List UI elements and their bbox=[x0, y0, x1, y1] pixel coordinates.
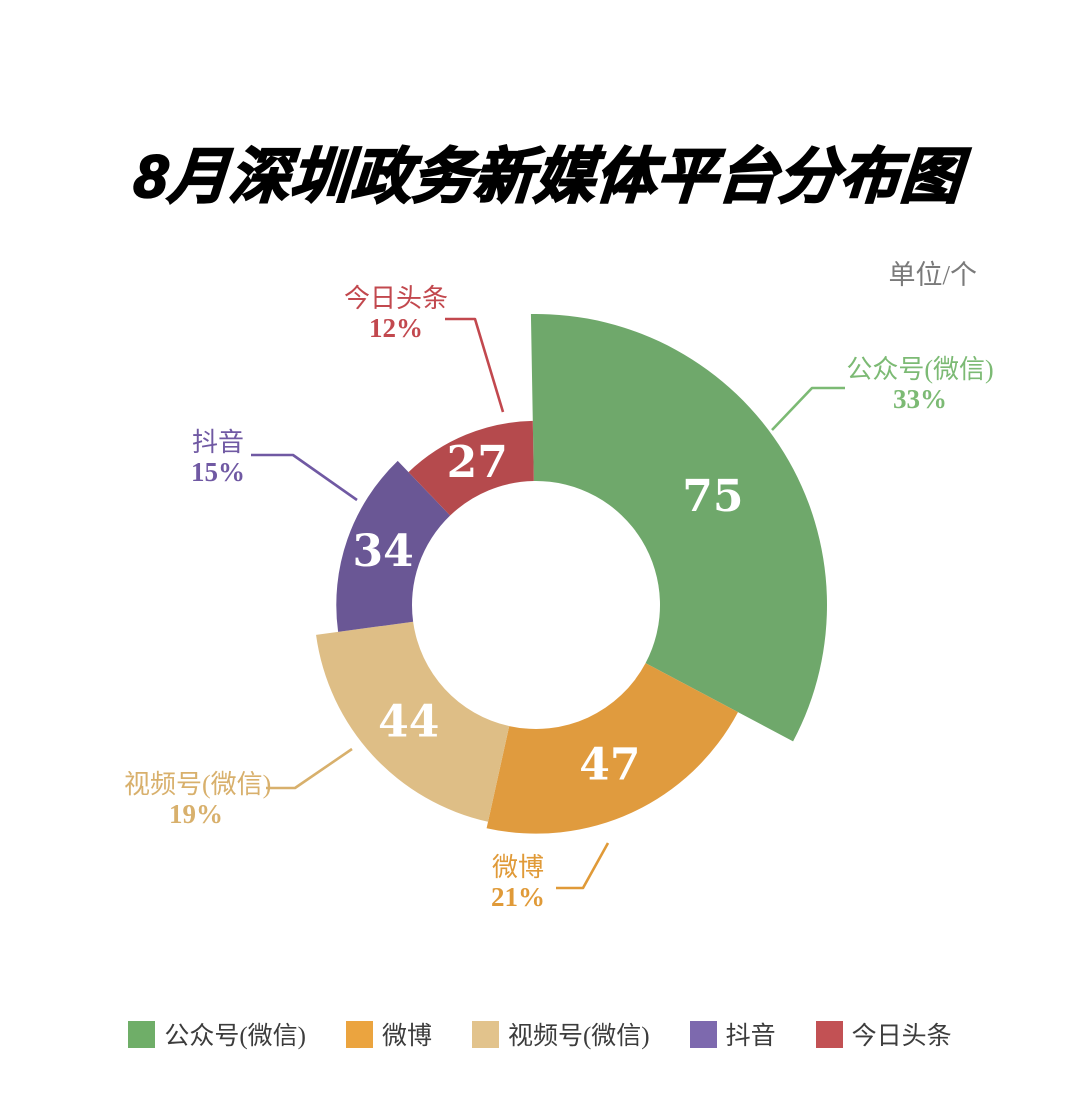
pie-slice-weibo[interactable] bbox=[486, 663, 738, 834]
legend-label: 微博 bbox=[381, 1023, 432, 1050]
leader-line-toutiao bbox=[445, 317, 505, 413]
callout-wechat-official: 公众号(微信) 33% bbox=[845, 355, 995, 414]
callout-percent: 21% bbox=[491, 882, 545, 912]
callout-percent: 15% bbox=[191, 457, 245, 487]
pie-slice-wechat-official[interactable] bbox=[530, 314, 827, 742]
callout-percent: 19% bbox=[169, 799, 223, 829]
leader-line-wechat-video bbox=[266, 747, 353, 790]
pie-slice-toutiao[interactable] bbox=[408, 420, 534, 516]
legend: 公众号(微信) 微博 视频号(微信) 抖音 今日头条 bbox=[0, 1016, 1080, 1052]
slice-value-weibo: 47 bbox=[579, 740, 640, 791]
legend-swatch-wechat-official bbox=[128, 1020, 156, 1048]
callout-name: 视频号(微信) bbox=[124, 770, 272, 799]
unit-label: 单位/个 bbox=[888, 260, 977, 290]
leader-line-douyin bbox=[251, 453, 358, 502]
slice-value-douyin: 34 bbox=[353, 526, 414, 577]
legend-swatch-toutiao bbox=[815, 1020, 843, 1048]
callout-percent: 12% bbox=[369, 313, 423, 343]
slice-value-wechat-video: 44 bbox=[378, 697, 439, 748]
legend-item-douyin[interactable]: 抖音 bbox=[689, 1016, 776, 1052]
legend-label: 公众号(微信) bbox=[164, 1023, 306, 1050]
legend-label: 视频号(微信) bbox=[507, 1023, 650, 1050]
slice-value-toutiao: 27 bbox=[447, 437, 508, 488]
callout-name: 抖音 bbox=[191, 428, 244, 457]
legend-label: 今日头条 bbox=[851, 1023, 952, 1050]
callout-percent: 33% bbox=[893, 384, 947, 414]
pie-slice-wechat-video[interactable] bbox=[316, 621, 510, 822]
callout-weibo: 微博 21% bbox=[478, 853, 558, 912]
callout-wechat-video: 视频号(微信) 19% bbox=[124, 770, 272, 829]
legend-item-weibo[interactable]: 微博 bbox=[345, 1016, 432, 1052]
callout-douyin: 抖音 15% bbox=[183, 428, 253, 487]
legend-item-wechat-video[interactable]: 视频号(微信) bbox=[471, 1016, 650, 1052]
callout-name: 今日头条 bbox=[343, 284, 448, 313]
callout-name: 微博 bbox=[491, 853, 544, 882]
leader-line-wechat-official bbox=[771, 386, 845, 431]
legend-item-toutiao[interactable]: 今日头条 bbox=[815, 1016, 952, 1052]
legend-swatch-wechat-video bbox=[471, 1020, 499, 1048]
slice-value-wechat-official: 75 bbox=[682, 471, 743, 522]
callout-toutiao: 今日头条 12% bbox=[340, 284, 452, 343]
legend-swatch-weibo bbox=[345, 1020, 373, 1048]
legend-swatch-douyin bbox=[689, 1020, 717, 1048]
leader-line-weibo bbox=[556, 842, 610, 890]
pie-slice-douyin[interactable] bbox=[336, 460, 451, 632]
legend-item-wechat-official[interactable]: 公众号(微信) bbox=[128, 1016, 306, 1052]
legend-label: 抖音 bbox=[725, 1023, 776, 1050]
callout-name: 公众号(微信) bbox=[846, 355, 994, 384]
